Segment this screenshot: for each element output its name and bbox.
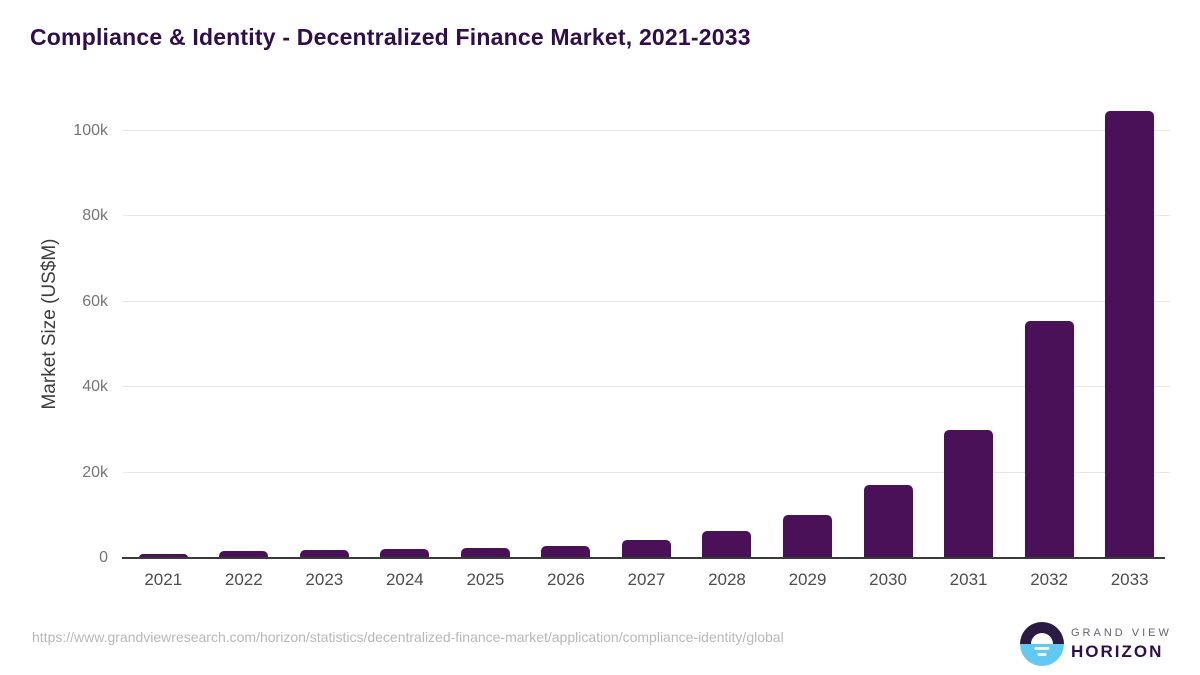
x-tick-label-2028: 2028 (708, 570, 746, 589)
bar-2031[interactable] (944, 429, 994, 558)
bar-cell-2031 (928, 88, 1009, 558)
bar-2026[interactable] (541, 545, 591, 558)
y-tick-label-100k: 100k (73, 122, 108, 139)
horizon-line-2 (1037, 653, 1047, 656)
bar-2024[interactable] (380, 549, 430, 558)
bar-series (123, 88, 1170, 558)
bar-cell-2033 (1089, 88, 1170, 558)
bar-cell-2029 (767, 88, 848, 558)
y-tick-label-40k: 40k (82, 378, 108, 396)
bar-cell-2025 (445, 88, 526, 558)
bar-2025[interactable] (460, 548, 510, 558)
bar-cell-2021 (123, 88, 204, 558)
x-tick-label-2022: 2022 (224, 570, 263, 589)
gridline-60k (123, 300, 1170, 302)
horizon-line-1 (1034, 647, 1050, 650)
bar-cell-2030 (848, 88, 929, 558)
x-tick-label-2025: 2025 (466, 570, 505, 589)
sun-dome-shape (1031, 633, 1053, 644)
bar-cell-2026 (526, 88, 607, 558)
y-tick-label-60k: 60k (82, 292, 108, 310)
x-tick-label-2031: 2031 (949, 570, 988, 589)
x-tick-label-2032: 2032 (1030, 570, 1069, 589)
y-tick-label-0: 0 (99, 549, 108, 566)
x-tick-label-2027: 2027 (627, 570, 666, 589)
bar-2030[interactable] (863, 484, 913, 558)
x-tick-label-2033: 2033 (1110, 570, 1149, 589)
bar-cell-2023 (284, 88, 365, 558)
x-axis-line (122, 557, 1165, 559)
gridline-80k (123, 215, 1170, 217)
bar-2028[interactable] (702, 530, 752, 558)
x-tick-label-2029: 2029 (788, 570, 827, 589)
bar-2029[interactable] (783, 515, 833, 558)
x-tick-label-2030: 2030 (869, 570, 907, 589)
horizon-sun-icon (1020, 622, 1064, 666)
bar-2021[interactable] (138, 553, 188, 558)
chart-title: Compliance & Identity - Decentralized Fi… (30, 24, 751, 50)
bar-2023[interactable] (299, 550, 349, 558)
bar-cell-2027 (606, 88, 687, 558)
bar-cell-2024 (365, 88, 446, 558)
bar-2032[interactable] (1024, 321, 1074, 558)
logo-text: GRAND VIEW HORIZON (1071, 627, 1172, 661)
bar-cell-2028 (687, 88, 768, 558)
bar-2027[interactable] (621, 540, 671, 558)
gridline-40k (123, 386, 1170, 388)
x-tick-label-2024: 2024 (385, 570, 424, 589)
bar-2022[interactable] (219, 551, 269, 558)
y-tick-label-80k: 80k (82, 207, 108, 225)
x-axis-tick-labels: 2021 2022 2023 2024 2025 2026 2027 2028 2029 2030… (123, 570, 1170, 590)
x-tick-label-2021: 2021 (144, 570, 183, 589)
plot-area (122, 88, 1170, 559)
x-tick-label-2023: 2023 (305, 570, 344, 589)
y-axis-tick-labels: 0 20k 40k 60k 80k 100k (0, 88, 108, 566)
gridline-20k (123, 471, 1170, 473)
y-tick-label-20k: 20k (82, 463, 108, 481)
logo-brand-top: GRAND VIEW (1071, 627, 1172, 639)
grand-view-horizon-logo: GRAND VIEW HORIZON (1020, 622, 1172, 666)
logo-brand-bottom: HORIZON (1071, 642, 1164, 661)
gridline-100k (123, 130, 1170, 131)
bar-cell-2032 (1009, 88, 1090, 558)
bar-cell-2022 (204, 88, 285, 558)
x-tick-label-2026: 2026 (547, 570, 585, 589)
source-url: https://www.grandviewresearch.com/horizo… (32, 629, 784, 645)
bar-2033[interactable] (1105, 110, 1155, 558)
